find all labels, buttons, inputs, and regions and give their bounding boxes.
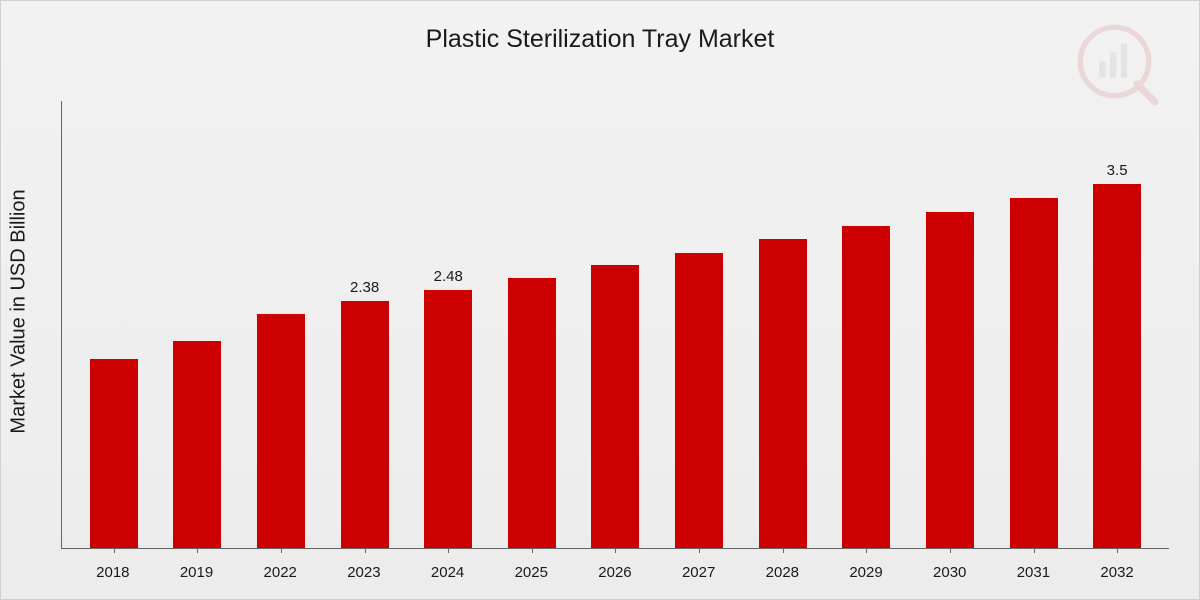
watermark-logo [1074, 21, 1164, 111]
bar [591, 265, 639, 548]
x-axis-tick [866, 548, 867, 553]
bar-group [824, 101, 908, 548]
x-axis-label: 2032 [1075, 564, 1159, 581]
bar [759, 239, 807, 548]
x-axis-tick [114, 548, 115, 553]
bar [926, 212, 974, 548]
bar-group [657, 101, 741, 548]
x-axis-label: 2022 [238, 564, 322, 581]
bar-group [992, 101, 1076, 548]
x-axis-label: 2030 [908, 564, 992, 581]
x-axis-tick [950, 548, 951, 553]
x-axis-tick [699, 548, 700, 553]
bar: 2.38 [341, 301, 389, 548]
x-axis-tick [281, 548, 282, 553]
x-axis-label: 2018 [71, 564, 155, 581]
bar: 2.48 [424, 290, 472, 548]
x-axis-label: 2023 [322, 564, 406, 581]
x-axis-tick [448, 548, 449, 553]
bar [508, 278, 556, 548]
bar: 3.5 [1093, 184, 1141, 548]
bar-group: 2.38 [323, 101, 407, 548]
watermark-icon [1074, 21, 1164, 111]
x-axis-tick [1034, 548, 1035, 553]
bars-container: 2.38 2.48 3.5 [62, 101, 1169, 548]
bar [257, 314, 305, 548]
bar-value-label: 3.5 [1107, 162, 1128, 179]
x-axis-label: 2026 [573, 564, 657, 581]
x-axis-tick [197, 548, 198, 553]
bar [90, 359, 138, 548]
bar-value-label: 2.48 [434, 268, 463, 285]
bar-group [156, 101, 240, 548]
chart-container: Plastic Sterilization Tray Market Market… [0, 0, 1200, 600]
bar-group [239, 101, 323, 548]
x-axis-label: 2025 [489, 564, 573, 581]
x-axis-tick [365, 548, 366, 553]
x-axis-label: 2024 [406, 564, 490, 581]
bar-value-label: 2.38 [350, 279, 379, 296]
bar-group [741, 101, 825, 548]
x-axis-tick [1117, 548, 1118, 553]
bar-group: 2.48 [406, 101, 490, 548]
bar [1010, 198, 1058, 548]
bar [675, 253, 723, 548]
y-axis-label: Market Value in USD Billion [8, 189, 31, 433]
x-axis-label: 2029 [824, 564, 908, 581]
bar [842, 226, 890, 548]
bar [173, 341, 221, 548]
bar-group [908, 101, 992, 548]
x-axis-labels: 2018201920222023202420252026202720282029… [61, 564, 1169, 581]
bar-group [72, 101, 156, 548]
bar-group [490, 101, 574, 548]
bar-group: 3.5 [1075, 101, 1159, 548]
x-axis-label: 2031 [992, 564, 1076, 581]
x-axis-tick [783, 548, 784, 553]
x-axis-label: 2028 [741, 564, 825, 581]
bar-group [574, 101, 658, 548]
x-axis-tick [615, 548, 616, 553]
x-axis-label: 2019 [155, 564, 239, 581]
x-axis-label: 2027 [657, 564, 741, 581]
x-axis-tick [532, 548, 533, 553]
chart-title: Plastic Sterilization Tray Market [426, 25, 775, 54]
plot-area: 2.38 2.48 3.5 [61, 101, 1169, 549]
